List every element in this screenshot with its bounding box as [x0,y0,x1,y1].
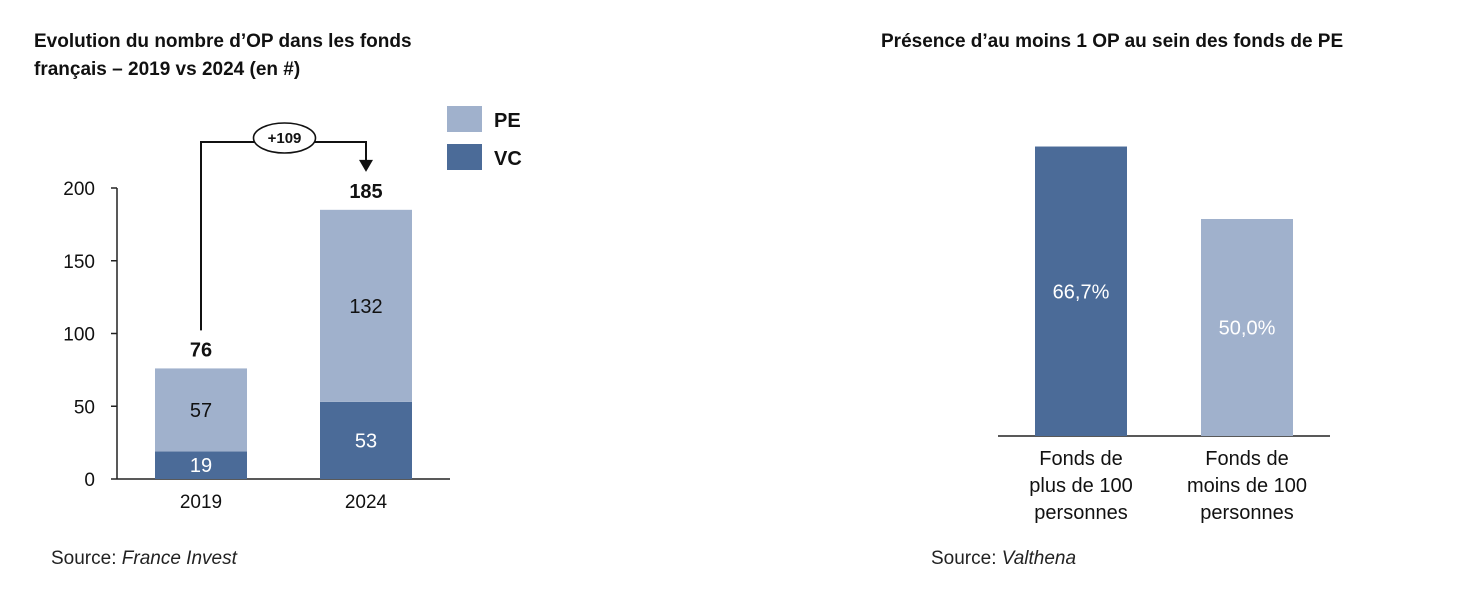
left-source-name: France Invest [121,548,237,569]
left-bar-pe-value-label: 132 [349,296,382,318]
left-y-tick-label: 50 [74,397,95,418]
right-source-prefix: Source: [931,548,1002,569]
left-bar-pe-segment [155,368,247,452]
right-chart-source: Source: Valthena [931,548,1076,570]
left-bar-pe-value-label: 57 [190,400,212,422]
right-bar-value-label: 50,0% [1219,318,1276,340]
left-chart-title: Evolution du nombre d’OP dans les fonds … [34,28,534,84]
left-legend-swatch-pe [447,106,482,132]
left-bar-pe-segment [320,209,412,402]
right-chart-title: Présence d’au moins 1 OP au sein des fon… [881,31,1344,52]
left-source-prefix: Source: [51,548,122,569]
left-y-tick-label: 0 [84,470,95,491]
right-x-category-label: plus de 100 [1029,475,1132,497]
left-growth-badge [252,122,317,154]
left-bar-vc-value-label: 19 [190,455,212,477]
right-source-name: Valthena [1001,548,1077,569]
left-bar-vc-value-label: 53 [355,430,377,452]
left-growth-arrowhead [359,159,373,172]
right-x-category-label: Fonds de [1205,448,1288,470]
right-bar [1201,219,1293,436]
left-bar-vc-segment [155,451,247,479]
left-stacked-bar-chart: 0 50 100 150 200 19 57 76 2019 53 132 185 2024 +109 PE… [63,106,522,513]
right-bar-value-label: 66,7% [1053,281,1110,303]
left-x-tick-label: 2024 [345,492,388,513]
right-x-category-label: personnes [1034,502,1127,524]
left-bar-total-label: 76 [190,339,212,361]
left-chart-title-line2: français – 2019 vs 2024 (en #) [34,59,301,80]
left-legend-label-pe: PE [494,110,521,132]
left-bar-total-label: 185 [349,181,382,203]
left-chart-source: Source: France Invest [51,548,237,570]
left-y-tick-label: 100 [63,325,95,346]
left-y-tick-label: 200 [63,179,95,200]
left-bar-vc-segment [320,401,412,479]
left-chart-title-line1: Evolution du nombre d’OP dans les fonds [34,31,412,52]
left-x-tick-label: 2019 [180,492,222,513]
right-x-category-label: personnes [1200,502,1293,524]
right-x-category-label: Fonds de [1039,448,1122,470]
left-y-tick-label: 150 [63,252,95,273]
left-growth-label: +109 [268,130,302,147]
right-bar [1035,146,1127,436]
right-x-category-label: moins de 100 [1187,475,1307,497]
left-legend-swatch-vc [447,144,482,170]
left-legend-label-vc: VC [494,148,522,170]
right-bar-chart: 66,7% Fonds de plus de 100 personnes 50,0% Fo… [998,146,1330,524]
